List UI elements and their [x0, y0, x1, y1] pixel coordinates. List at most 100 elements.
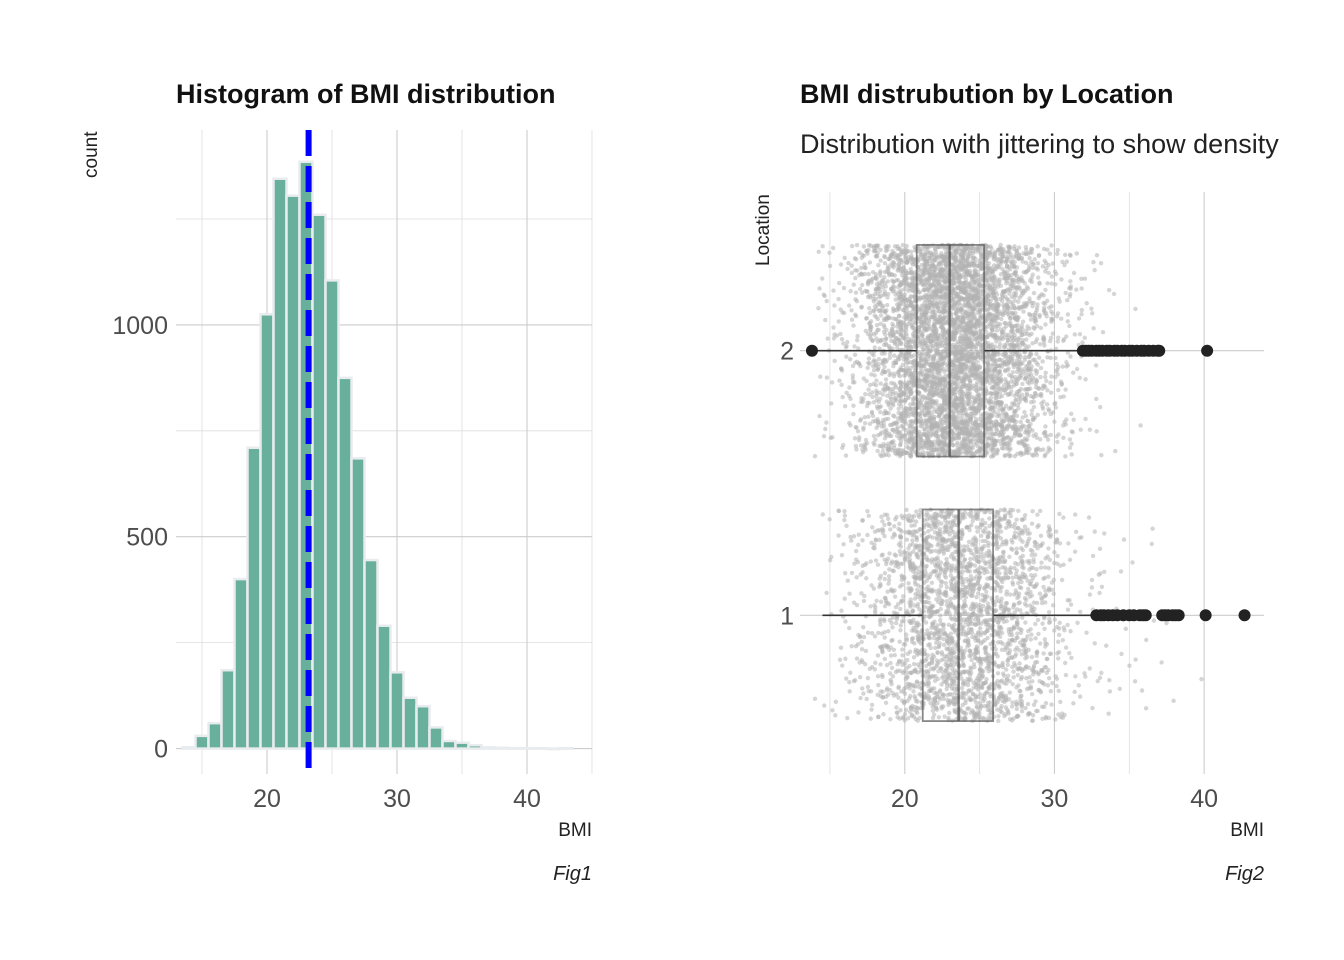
jitter-point [1022, 409, 1027, 415]
jitter-point [870, 338, 875, 343]
jitter-point [1068, 284, 1074, 289]
jitter-point [846, 260, 851, 266]
jitter-point [1012, 393, 1017, 398]
jitter-point [890, 306, 896, 311]
jitter-point [929, 361, 935, 367]
jitter-point [859, 265, 864, 271]
jitter-point [1054, 434, 1059, 439]
jitter-point [886, 343, 892, 349]
jitter-point [849, 243, 855, 249]
jitter-point [882, 261, 888, 266]
jitter-point [1090, 311, 1095, 316]
jitter-point [878, 258, 883, 263]
jitter-point [1100, 330, 1106, 335]
jitter-point [885, 279, 891, 284]
jitter-point [917, 390, 922, 396]
jitter-point [997, 407, 1002, 412]
jitter-point [964, 280, 969, 286]
jitter-point [1036, 295, 1041, 301]
jitter-point [877, 308, 882, 314]
jitter-point [883, 377, 889, 382]
jitter-point [898, 435, 904, 441]
jitter-point [960, 381, 966, 386]
jitter-point [920, 371, 925, 377]
jitter-point [879, 371, 885, 376]
jitter-point [906, 413, 911, 419]
jitter-point [1019, 275, 1024, 280]
y-tick-label-1000: 1000 [112, 312, 168, 340]
jitter-point [1013, 310, 1018, 316]
jitter-point [918, 378, 923, 384]
jitter-point [1019, 293, 1024, 298]
jitter-point [851, 411, 856, 417]
jitter-point [951, 274, 956, 279]
jitter-point [943, 414, 949, 420]
histogram-bar [532, 746, 548, 750]
jitter-point [896, 267, 901, 272]
jitter-point [935, 361, 940, 366]
jitter-point [853, 360, 858, 366]
jitter-point [959, 442, 964, 447]
jitter-point [858, 417, 864, 422]
histogram-bar [441, 739, 457, 750]
jitter-point [1079, 312, 1084, 317]
jitter-point [954, 294, 959, 299]
jitter-point [908, 266, 913, 272]
jitter-point [1025, 286, 1031, 291]
jitter-point [1094, 252, 1100, 258]
jitter-point [887, 373, 892, 378]
histogram-bar [194, 734, 210, 750]
histogram-x-tick-labels: 20 30 40 [253, 785, 541, 813]
jitter-point [1037, 341, 1043, 347]
jitter-point [1038, 325, 1044, 331]
jitter-point [1012, 306, 1017, 311]
histogram-bar [519, 746, 535, 750]
jitter-point [903, 397, 908, 403]
jitter-point [1020, 319, 1026, 324]
jitter-point [818, 374, 823, 379]
jitter-point [1082, 276, 1088, 281]
jitter-point [1099, 452, 1104, 458]
jitter-point [1009, 343, 1015, 349]
jitter-point [1013, 323, 1018, 329]
jitter-point [901, 264, 906, 270]
jitter-point [905, 385, 911, 390]
jitter-point [1023, 371, 1028, 376]
jitter-point [861, 244, 867, 249]
histogram-bar [402, 696, 418, 750]
x-tick-label-40: 40 [513, 785, 541, 813]
jitter-point [1042, 337, 1047, 342]
jitter-point [1043, 322, 1048, 327]
jitter-point [898, 324, 904, 330]
jitter-point [1018, 375, 1023, 380]
jitter-point [979, 438, 984, 444]
jitter-point [862, 262, 867, 267]
jitter-point [1047, 251, 1053, 256]
jitter-point [891, 439, 896, 444]
jitter-point [1006, 310, 1012, 315]
jitter-point [824, 420, 829, 425]
histogram-bar [467, 743, 483, 750]
histogram-bar [324, 279, 340, 750]
jitter-point [908, 402, 913, 407]
jitter-point [1094, 429, 1099, 434]
jitter-point [938, 403, 943, 408]
jitter-point [830, 435, 835, 440]
jitter-point [1022, 395, 1027, 401]
jitter-point [1007, 316, 1013, 321]
jitter-point [969, 293, 975, 298]
jitter-point [857, 286, 863, 292]
jitter-point [898, 429, 903, 435]
jitter-point [1015, 256, 1021, 261]
jitter-point [844, 390, 849, 395]
jitter-point [885, 446, 891, 451]
jitter-point [930, 345, 936, 350]
jitter-point [836, 319, 841, 324]
jitter-point [997, 376, 1002, 381]
jitter-point [971, 360, 976, 365]
jitter-point [1067, 294, 1073, 299]
jitter-point [1038, 365, 1044, 371]
jitter-point [933, 273, 938, 278]
jitter-point [969, 394, 975, 400]
jitter-point [1050, 261, 1056, 266]
